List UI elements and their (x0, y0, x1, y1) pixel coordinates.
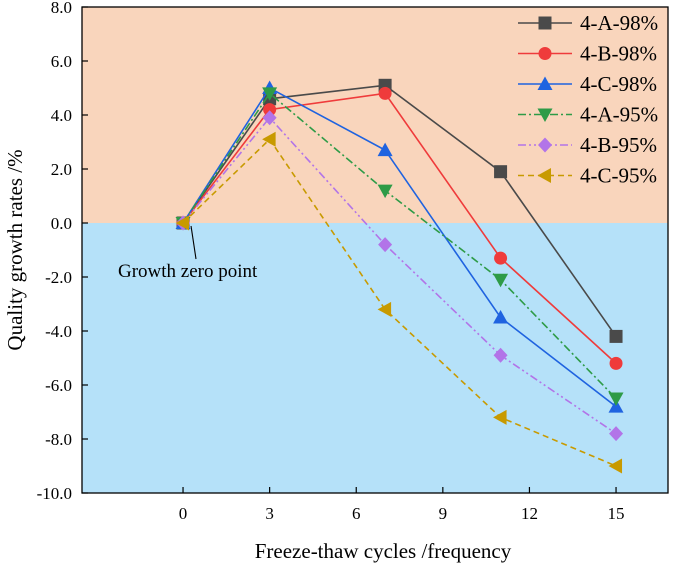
data-point-4-C-95% (262, 131, 276, 147)
legend-label: 4-C-95% (580, 164, 657, 188)
data-point-4-B-95% (609, 426, 624, 442)
y-tick-label: 4.0 (51, 106, 72, 125)
data-point-4-A-98% (494, 165, 508, 179)
y-tick-label: 2.0 (51, 160, 72, 179)
legend-item-4-A-95%: 4-A-95% (518, 103, 658, 127)
legend-marker (537, 168, 551, 183)
annotation-layer: Growth zero point (118, 225, 258, 282)
data-point-4-A-98% (609, 329, 623, 343)
legend-label: 4-B-98% (580, 42, 657, 66)
data-point-4-C-95% (377, 301, 392, 317)
y-tick-label: -8.0 (45, 430, 72, 449)
annotation-label: Growth zero point (118, 261, 258, 282)
y-tick-label: 0.0 (51, 214, 72, 233)
annotation-leader-line (190, 225, 197, 260)
data-point-4-B-95% (262, 110, 277, 126)
data-point-4-B-98% (609, 356, 623, 370)
y-tick-label: -10.0 (37, 484, 72, 503)
legend-label: 4-C-98% (580, 72, 657, 96)
legend-marker (537, 76, 553, 90)
y-tick-label: -2.0 (45, 268, 72, 287)
x-tick-label: 9 (439, 504, 448, 523)
axes: 8.0 6.0 4.0 2.0 0.0 -2.0 -4.0 -6.0 -8.0 -10.0 0 3 6 9… (37, 0, 669, 523)
y-tick-label: 8.0 (51, 0, 72, 17)
legend-item-4-B-98%: 4-B-98% (518, 42, 657, 66)
data-point-4-B-98% (494, 251, 508, 265)
data-point-4-C-95% (608, 458, 623, 474)
legend-marker (538, 47, 552, 60)
data-point-4-A-95% (493, 273, 509, 288)
series-line-4-B-95% (182, 116, 617, 435)
legend-label: 4-B-95% (580, 133, 657, 157)
legend-item-4-B-95%: 4-B-95% (518, 133, 657, 157)
x-axis-title: Freeze-thaw cycles /frequency (255, 539, 512, 563)
y-tick-label: -6.0 (45, 376, 72, 395)
x-tick-label: 0 (179, 504, 188, 523)
x-tick-label: 12 (521, 504, 538, 523)
data-point-4-A-95% (262, 87, 278, 101)
x-tick-label: 6 (352, 504, 361, 523)
x-tick-label: 3 (265, 504, 274, 523)
legend: 4-A-98% 4-B-98% 4-C-98% 4-A-95% 4-B-95% 4-C-9… (518, 11, 658, 188)
series-layer (175, 78, 624, 474)
legend-marker (537, 108, 553, 122)
legend-label: 4-A-95% (580, 103, 658, 127)
data-point-4-C-98% (377, 142, 393, 157)
data-point-4-B-98% (263, 103, 277, 117)
legend-marker (538, 16, 552, 30)
legend-item-4-A-98%: 4-A-98% (518, 11, 658, 35)
data-point-4-B-98% (378, 86, 392, 100)
background-region-negative (82, 223, 668, 493)
legend-item-4-C-95%: 4-C-95% (518, 164, 657, 188)
plot-frame (81, 6, 669, 494)
legend-marker (538, 137, 552, 153)
x-tick-label: 15 (608, 504, 625, 523)
data-point-4-B-95% (378, 237, 393, 253)
y-tick-label: -4.0 (45, 322, 72, 341)
data-point-4-B-95% (493, 347, 508, 363)
data-point-4-C-98% (493, 310, 509, 324)
data-point-4-A-95% (377, 184, 393, 199)
data-point-4-C-95% (175, 215, 190, 231)
y-tick-label: 6.0 (51, 52, 72, 71)
data-point-4-A-95% (608, 392, 624, 406)
series-line-4-C-95% (182, 138, 617, 467)
legend-item-4-C-98%: 4-C-98% (518, 72, 657, 96)
series-4-C-95% (175, 131, 623, 474)
legend-label: 4-A-98% (580, 11, 658, 35)
data-point-4-C-95% (493, 409, 507, 425)
y-axis-title: Quality growth rates /% (3, 149, 27, 350)
